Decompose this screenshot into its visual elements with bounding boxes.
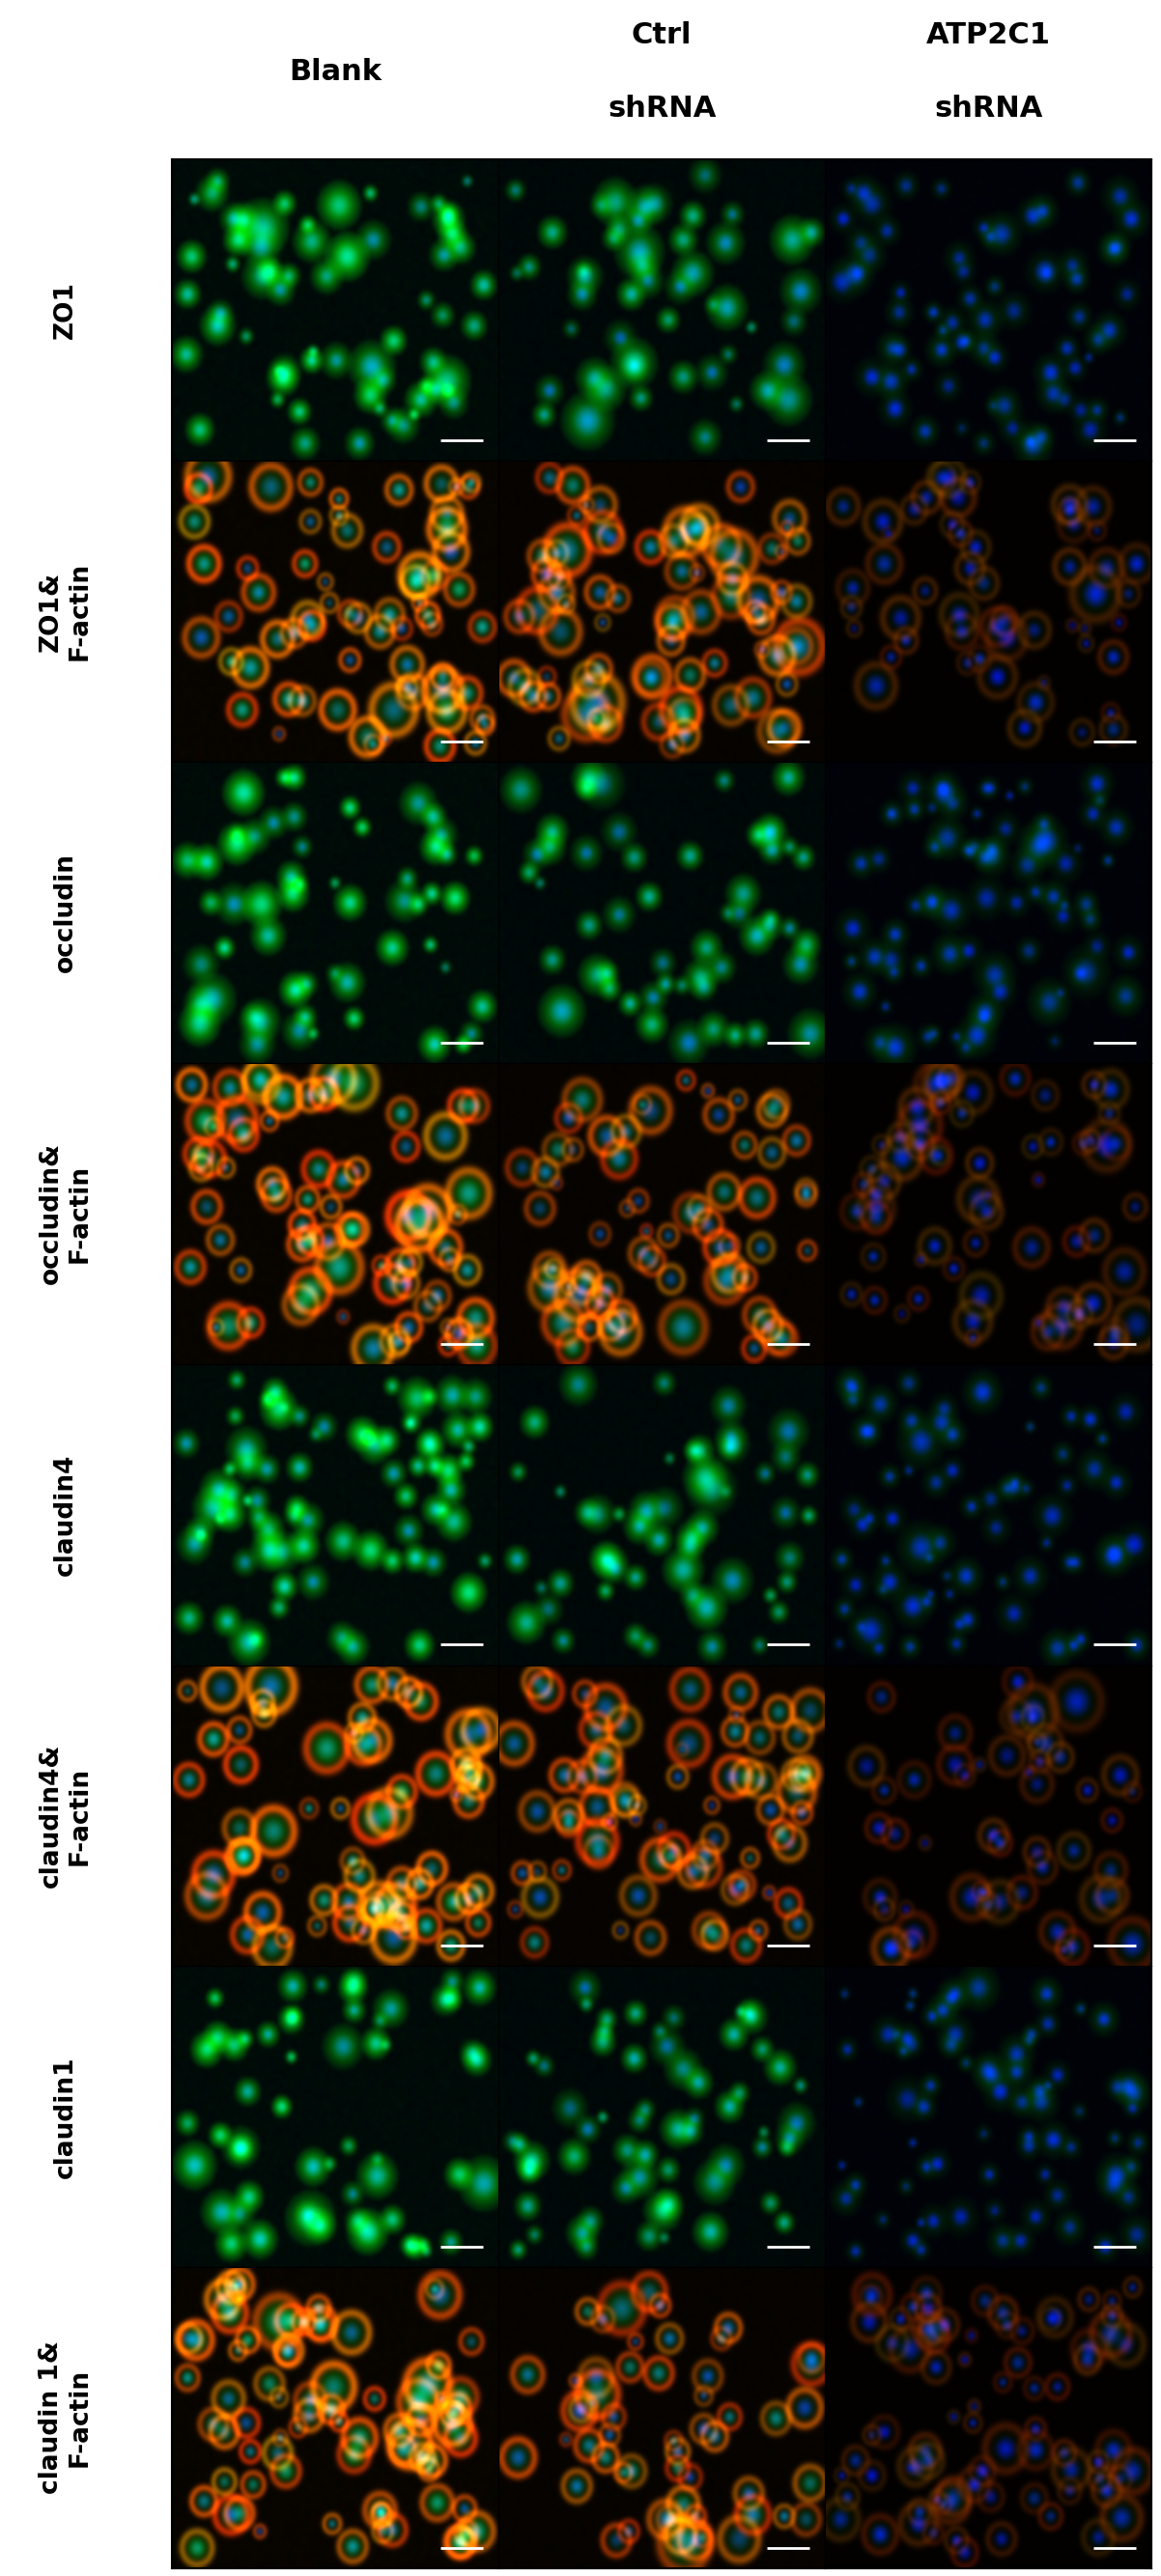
Text: ZO1&
F-actin: ZO1& F-actin bbox=[38, 562, 93, 659]
Text: claudin1: claudin1 bbox=[52, 2056, 78, 2177]
Text: claudin4&
F-actin: claudin4& F-actin bbox=[38, 1744, 93, 1888]
Text: shRNA: shRNA bbox=[935, 95, 1043, 124]
Text: claudin4: claudin4 bbox=[52, 1453, 78, 1577]
Text: occludin&
F-actin: occludin& F-actin bbox=[38, 1144, 93, 1285]
Text: occludin: occludin bbox=[52, 853, 78, 971]
Text: Ctrl: Ctrl bbox=[632, 21, 692, 49]
Text: claudin 1&
F-actin: claudin 1& F-actin bbox=[38, 2342, 93, 2494]
Text: ZO1: ZO1 bbox=[52, 281, 78, 340]
Text: shRNA: shRNA bbox=[607, 95, 716, 124]
Text: ATP2C1: ATP2C1 bbox=[926, 21, 1051, 49]
Text: Blank: Blank bbox=[289, 57, 382, 85]
